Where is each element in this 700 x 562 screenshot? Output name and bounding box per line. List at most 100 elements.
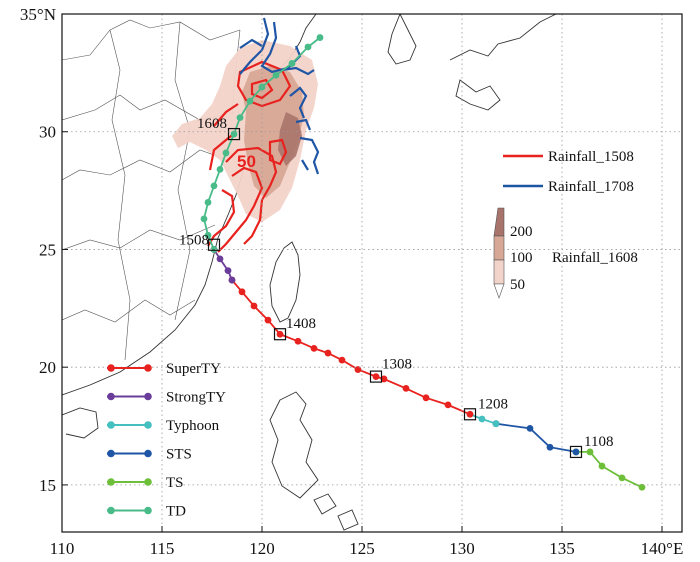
- intensity-legend-label: StrongTY: [166, 390, 226, 406]
- track-point: [246, 97, 254, 105]
- track-point: [238, 288, 246, 296]
- time-label: 1508: [179, 233, 209, 249]
- track-point: [222, 149, 230, 157]
- intensity-legend-dot: [144, 364, 152, 372]
- track-point: [638, 483, 646, 491]
- track-point: [422, 394, 430, 402]
- time-label: 1208: [478, 396, 508, 412]
- track-point: [204, 198, 212, 206]
- track-point: [354, 366, 362, 373]
- track-point: [492, 420, 500, 428]
- track-segment-strongty: [213, 249, 233, 281]
- luzon-outline: [269, 391, 319, 499]
- x-tick-label: 135: [549, 539, 575, 558]
- y-tick-label: 30: [39, 123, 56, 142]
- intensity-legend-dot: [144, 421, 152, 429]
- track-time-labels: 1108 1208 1308 1408 1508 1608: [179, 116, 613, 450]
- intensity-legend-dot: [144, 506, 152, 515]
- intensity-legend-dot: [144, 392, 152, 401]
- x-axis: 110 115 120 125 130 135 140°E: [50, 526, 684, 558]
- track-point: [288, 60, 296, 67]
- intensity-legend-label: TD: [166, 504, 186, 520]
- intensity-legend: SuperTY StrongTY Typhoon STS TS TD: [107, 361, 226, 520]
- typhoon-track-points: [200, 34, 646, 491]
- intensity-legend-dot: [107, 392, 115, 401]
- intensity-legend-label: TS: [166, 475, 184, 491]
- track-point: [204, 231, 212, 239]
- rainfall-legend: Rainfall_1508 Rainfall_1708: [503, 149, 634, 195]
- x-tick-label: 140°E: [641, 539, 684, 558]
- x-tick-label: 110: [50, 539, 75, 558]
- time-label: 1608: [197, 116, 227, 132]
- island-outline: [62, 407, 99, 439]
- intensity-legend-dot: [107, 449, 115, 458]
- track-point: [236, 114, 244, 121]
- intensity-legend-dot: [107, 478, 115, 486]
- track-point: [338, 356, 346, 364]
- track-point: [216, 255, 224, 263]
- shading-legend-bar-min: [493, 283, 505, 299]
- x-tick-label: 115: [150, 539, 175, 558]
- track-point: [210, 182, 218, 190]
- track-segment-superty: [231, 279, 471, 416]
- rain-shade-100: [242, 66, 304, 198]
- y-tick-label: 25: [39, 240, 56, 259]
- track-point: [546, 443, 554, 451]
- track-point: [478, 415, 486, 423]
- y-tick-label: 35°N: [20, 5, 56, 24]
- time-marker-box: [463, 408, 477, 421]
- time-label: 1308: [382, 357, 412, 373]
- grid-lines: [62, 14, 682, 532]
- korea-outline: [387, 14, 417, 65]
- track-point: [380, 375, 388, 383]
- x-tick-label: 125: [349, 539, 375, 558]
- intensity-legend-dot: [107, 421, 115, 429]
- plot-frame: [61, 13, 683, 533]
- track-point: [230, 130, 238, 138]
- track-point: [526, 425, 534, 432]
- intensity-legend-label: SuperTY: [166, 361, 221, 377]
- taiwan-outline: [269, 241, 301, 323]
- y-tick-label: 20: [39, 358, 56, 377]
- track-point: [224, 267, 232, 275]
- track-point: [272, 71, 280, 79]
- track-point: [276, 330, 284, 338]
- track-point: [210, 246, 218, 253]
- shading-legend-label: Rainfall_1608: [552, 250, 638, 266]
- track-point: [618, 474, 626, 482]
- track-point: [598, 462, 606, 470]
- rain-shade-200: [278, 112, 302, 166]
- time-marker-box: [273, 328, 287, 341]
- islands-outline: [313, 493, 359, 531]
- intensity-legend-dot: [107, 506, 115, 515]
- intensity-legend-dot: [144, 478, 152, 486]
- time-marker-box: [569, 445, 583, 459]
- province-boundaries: [62, 19, 241, 361]
- time-marker-box: [369, 370, 383, 383]
- track-point: [216, 166, 224, 173]
- track-point: [316, 34, 324, 41]
- shading-level-200: 200: [510, 224, 533, 240]
- intensity-legend-dot: [144, 449, 152, 458]
- shading-level-100: 100: [510, 250, 533, 266]
- track-point: [444, 401, 452, 409]
- track-point: [572, 448, 580, 456]
- track-point: [304, 43, 312, 51]
- track-point: [264, 316, 272, 324]
- track-point: [228, 276, 236, 284]
- track-point: [294, 337, 302, 345]
- y-axis: 35°N 30 25 20 15: [20, 5, 68, 495]
- track-point: [250, 302, 258, 310]
- track-point: [324, 349, 332, 357]
- intensity-legend-dot: [107, 364, 115, 372]
- track-point: [586, 448, 594, 456]
- x-tick-label: 120: [249, 539, 275, 558]
- track-point: [466, 410, 474, 418]
- time-marker-box: [227, 127, 241, 141]
- x-tick-label: 130: [449, 539, 475, 558]
- shading-level-50: 50: [510, 277, 525, 293]
- y-tick-label: 15: [39, 476, 56, 495]
- rainfall-legend-label: Rainfall_1508: [548, 149, 634, 165]
- rainfall-legend-label: Rainfall_1708: [548, 179, 634, 195]
